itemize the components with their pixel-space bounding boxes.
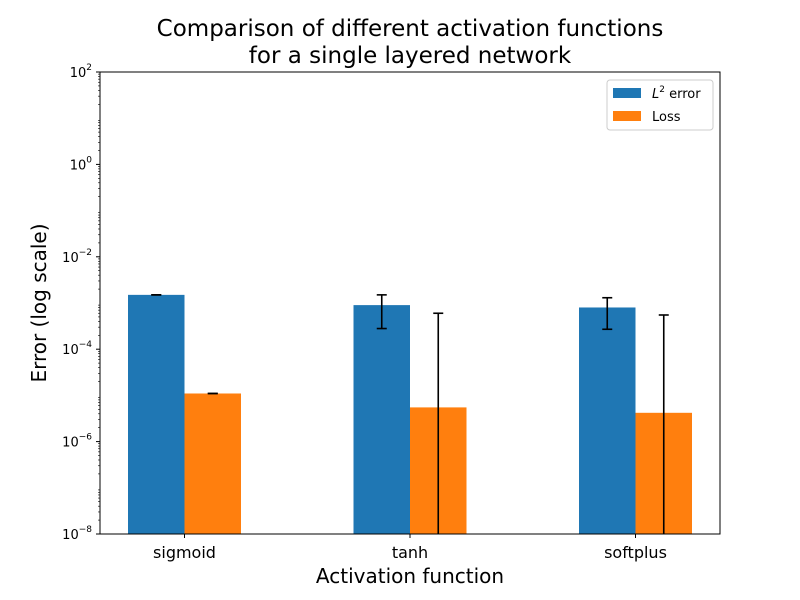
y-tick-label: 10−6 xyxy=(62,433,92,451)
bar-l-error-softplus xyxy=(579,307,636,534)
error-bar-l-error-tanh xyxy=(376,294,387,330)
x-tick-label-softplus: softplus xyxy=(604,543,667,562)
y-tick-label: 10−8 xyxy=(62,525,92,543)
x-axis-label: Activation function xyxy=(316,564,504,588)
chart-title-line-1: Comparison of different activation funct… xyxy=(157,16,664,42)
legend-label-l2-error: L2 error xyxy=(652,85,701,102)
error-bar-loss-softplus xyxy=(658,314,669,534)
bar-l-error-tanh xyxy=(353,305,410,534)
y-tick-label: 10−4 xyxy=(62,340,92,358)
x-tick-label-tanh: tanh xyxy=(392,543,428,562)
bars-group xyxy=(128,294,692,534)
legend: L2 error Loss xyxy=(606,79,714,131)
legend-swatch-loss xyxy=(613,111,641,121)
x-tick-label-sigmoid: sigmoid xyxy=(153,543,216,562)
y-tick-label: 100 xyxy=(70,155,93,173)
y-tick-label: 10−2 xyxy=(62,248,92,266)
y-axis-ticks: 10−8 10−6 10−4 10−2 100 102 xyxy=(62,63,100,543)
bar-loss-sigmoid xyxy=(184,393,241,534)
x-axis-ticks: sigmoid tanh softplus xyxy=(153,534,667,562)
y-axis-label: Error (log scale) xyxy=(27,223,51,382)
y-tick-label: 102 xyxy=(70,63,92,81)
chart-title-line-2: for a single layered network xyxy=(249,43,572,69)
error-bar-loss-tanh xyxy=(433,312,444,534)
error-bars-group xyxy=(151,294,669,534)
legend-label-loss: Loss xyxy=(652,110,681,125)
error-bar-l-error-softplus xyxy=(602,296,613,331)
legend-swatch-l2-error xyxy=(613,88,641,98)
bar-l-error-sigmoid xyxy=(128,294,185,534)
